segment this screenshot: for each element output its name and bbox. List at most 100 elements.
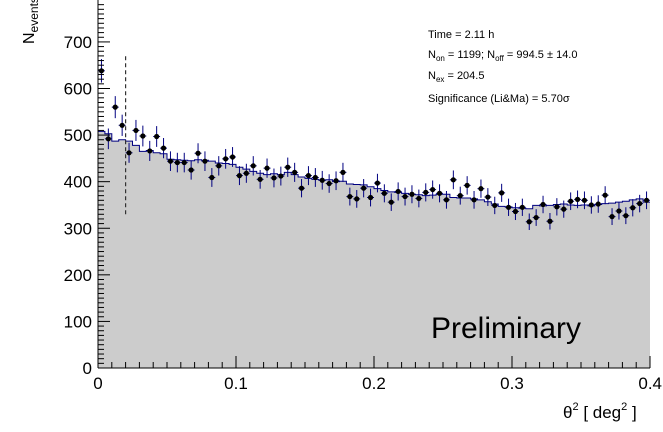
data-point	[422, 183, 430, 202]
x-tick-label: 0.1	[224, 374, 248, 393]
data-point	[160, 138, 167, 159]
x-tick-label: 0	[93, 374, 102, 393]
stat-time: Time = 2.11 h	[428, 29, 494, 41]
y-tick-label: 200	[64, 266, 92, 285]
svg-text:Nevents: Nevents	[21, 0, 41, 44]
data-point	[594, 195, 602, 213]
data-point	[463, 176, 471, 195]
data-point	[201, 151, 209, 171]
stat-non-noff: Non = 1199; Noff = 994.5 ± 14.0	[428, 49, 577, 63]
data-point	[380, 184, 388, 203]
data-point	[622, 207, 630, 225]
data-point	[567, 192, 575, 211]
data-point	[629, 199, 637, 217]
data-point	[443, 190, 450, 209]
data-point	[173, 152, 181, 173]
data-point	[208, 168, 216, 187]
data-point	[332, 171, 340, 191]
data-point	[249, 156, 257, 176]
data-point	[429, 180, 437, 199]
y-label-main: N	[21, 32, 38, 44]
data-point	[104, 128, 112, 150]
data-point	[118, 114, 126, 136]
data-point	[229, 147, 236, 167]
data-point	[277, 166, 285, 186]
y-axis-ticks: 0 100 200 300 400 500 600 700	[64, 4, 110, 378]
data-point	[477, 179, 485, 198]
x-tick-label: 0.2	[362, 374, 386, 393]
background-histogram-outline	[98, 130, 650, 210]
y-tick-label: 0	[83, 359, 92, 378]
data-point	[553, 198, 561, 216]
data-point	[298, 179, 305, 198]
y-tick-label: 700	[64, 33, 92, 52]
data-point	[525, 213, 533, 230]
data-point	[256, 169, 264, 189]
data-point	[215, 156, 223, 176]
data-point	[374, 173, 381, 193]
data-point	[111, 96, 119, 119]
data-point	[339, 162, 347, 182]
data-point	[291, 162, 299, 182]
data-point	[643, 191, 650, 210]
data-point	[512, 202, 519, 221]
data-point	[470, 190, 478, 209]
y-axis-label: Nevents	[21, 0, 41, 44]
y-tick-label: 100	[64, 312, 92, 331]
y-tick-label: 600	[64, 80, 92, 99]
data-point	[353, 190, 361, 208]
x-label-theta: θ	[563, 403, 572, 422]
x-label-sup1: 2	[572, 401, 578, 413]
data-point	[346, 187, 354, 206]
y-tick-label: 500	[64, 126, 92, 145]
data-point	[574, 190, 581, 209]
data-point	[518, 198, 526, 216]
data-point	[311, 168, 319, 187]
data-point	[560, 200, 568, 218]
data-point	[608, 208, 616, 226]
data-point	[180, 152, 188, 173]
y-label-sub: events	[27, 0, 41, 32]
data-point	[325, 174, 333, 193]
x-axis-label: θ2 [ deg2 ]	[563, 401, 637, 422]
data-point	[415, 189, 423, 208]
data-point	[601, 186, 609, 205]
data-point	[167, 151, 174, 171]
data-point	[532, 209, 540, 226]
x-label-mid: [ deg	[579, 403, 622, 422]
x-tick-label: 0.3	[500, 374, 524, 393]
data-point	[387, 193, 395, 211]
data-point	[505, 198, 512, 216]
data-point	[436, 184, 443, 203]
data-point	[125, 142, 133, 163]
data-point	[401, 187, 409, 206]
stat-nex: Nex = 204.5	[428, 70, 484, 84]
data-point	[615, 202, 623, 220]
data-point	[146, 140, 154, 161]
data-point	[270, 168, 278, 188]
data-point	[360, 179, 368, 198]
data-point	[498, 183, 506, 202]
data-point	[318, 170, 326, 190]
x-label-sup2: 2	[621, 401, 627, 413]
data-point	[187, 160, 195, 180]
x-tick-label: 0.4	[638, 374, 662, 393]
data-point	[636, 194, 644, 213]
data-point	[236, 166, 243, 186]
stat-significance: Significance (Li&Ma) = 5.70σ	[428, 93, 570, 105]
data-point	[305, 166, 312, 186]
data-point	[367, 188, 374, 207]
data-point	[194, 143, 202, 164]
data-point	[456, 186, 464, 205]
data-point	[132, 119, 140, 141]
data-point	[484, 188, 492, 206]
data-point	[222, 148, 230, 169]
preliminary-watermark: Preliminary	[431, 312, 581, 345]
data-point	[242, 163, 250, 183]
data-point	[263, 158, 271, 178]
data-point	[581, 191, 588, 210]
data-point	[139, 125, 147, 147]
x-axis-ticks: 0 0.1 0.2 0.3 0.4	[93, 356, 662, 393]
data-point	[449, 170, 457, 190]
